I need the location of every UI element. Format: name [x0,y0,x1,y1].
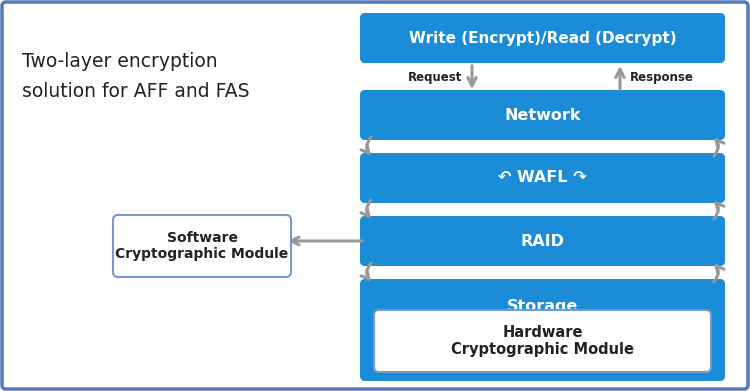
Text: Network: Network [504,108,580,122]
FancyBboxPatch shape [360,216,725,266]
FancyBboxPatch shape [360,153,725,203]
Text: Storage: Storage [507,299,578,314]
Text: solution for AFF and FAS: solution for AFF and FAS [22,82,250,101]
Text: Hardware
Cryptographic Module: Hardware Cryptographic Module [451,325,634,357]
FancyBboxPatch shape [360,13,725,63]
FancyBboxPatch shape [360,90,725,140]
Text: ↶ WAFL ↷: ↶ WAFL ↷ [498,170,586,185]
Text: Two-layer encryption: Two-layer encryption [22,52,217,71]
FancyBboxPatch shape [374,310,711,372]
Text: Request: Request [408,70,462,84]
Text: Response: Response [630,70,694,84]
FancyBboxPatch shape [360,279,725,381]
Text: RAID: RAID [520,233,565,249]
Text: Write (Encrypt)/Read (Decrypt): Write (Encrypt)/Read (Decrypt) [409,30,676,45]
Text: Software
Cryptographic Module: Software Cryptographic Module [116,231,289,261]
FancyBboxPatch shape [113,215,291,277]
